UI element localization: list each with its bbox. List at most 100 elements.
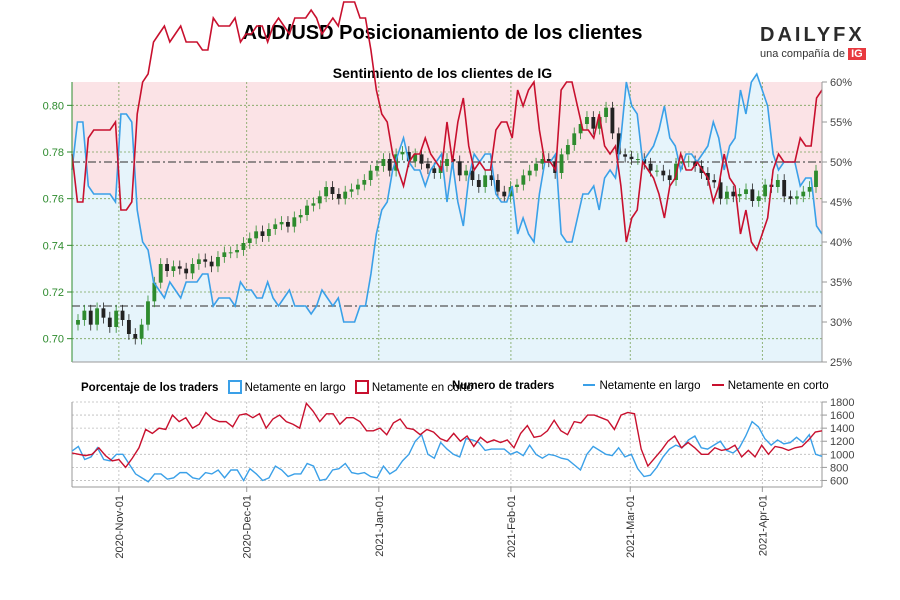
- candle-body: [82, 310, 87, 320]
- count-short-line: [71, 401, 823, 469]
- candle-body: [623, 154, 628, 157]
- candle-body: [324, 187, 329, 197]
- legend-percent: Porcentaje de los traders Netamente en l…: [81, 380, 473, 394]
- candle-body: [432, 168, 437, 173]
- legend-count: Numero de traders Netamente en largo Net…: [452, 380, 829, 392]
- candle-body: [763, 184, 768, 197]
- candle-body: [616, 133, 621, 155]
- candle-body: [216, 257, 220, 267]
- candle-body: [177, 266, 182, 269]
- candle-body: [565, 145, 570, 155]
- candle-body: [445, 159, 449, 166]
- candle-body: [95, 308, 100, 325]
- tick-label-count: 600: [830, 475, 848, 487]
- legend-count-long: Netamente en largo: [599, 380, 701, 392]
- candle-body: [775, 180, 780, 187]
- candle-body: [705, 173, 710, 180]
- tick-label-date: 2021-Mar-01: [625, 495, 637, 558]
- legend-count-short-line: [711, 384, 724, 386]
- candle-body: [597, 117, 602, 129]
- tick-label-count: 800: [830, 462, 848, 474]
- candle-body: [425, 163, 430, 169]
- candle-body: [88, 310, 93, 325]
- tick-label-price: 0.80: [43, 100, 64, 112]
- legend-count-title: Numero de traders: [452, 380, 555, 392]
- candle-body: [279, 222, 284, 225]
- candle-body: [158, 264, 163, 283]
- legend-short-swatch: [354, 380, 369, 394]
- legend-count-long-line: [583, 384, 596, 386]
- candle-body: [502, 191, 507, 197]
- legend-percent-short: Netamente en corto: [371, 382, 473, 394]
- tick-label-percent: 45%: [830, 197, 852, 209]
- candle-body: [750, 189, 755, 201]
- tick-label-price: 0.78: [43, 147, 64, 159]
- tick-label-percent: 60%: [830, 77, 852, 89]
- legend-long-swatch: [227, 380, 242, 394]
- candle-body: [521, 175, 526, 185]
- candle-body: [196, 259, 201, 264]
- candle-body: [744, 189, 748, 194]
- candle-body: [266, 229, 271, 236]
- tick-label-percent: 30%: [830, 317, 852, 329]
- candle-body: [139, 324, 144, 339]
- tick-label-price: 0.76: [43, 194, 64, 206]
- candle-body: [152, 282, 157, 302]
- candle-body: [126, 320, 131, 334]
- candle-body: [254, 231, 259, 239]
- candle-body: [515, 184, 519, 187]
- logo-tagline: una compañía de: [760, 48, 846, 60]
- candle-body: [305, 205, 309, 215]
- candle-body: [718, 182, 723, 199]
- candle-body: [387, 159, 392, 171]
- candle-body: [604, 107, 608, 117]
- candle-body: [317, 196, 322, 204]
- candle-body: [457, 161, 462, 176]
- candle-body: [101, 308, 106, 318]
- candle-body: [190, 264, 195, 274]
- pct-short-line: [71, 1, 823, 252]
- candle-body: [667, 175, 672, 180]
- candle-body: [725, 191, 729, 199]
- tick-label-date: 2020-Nov-01: [114, 495, 126, 559]
- candle-body: [336, 194, 341, 199]
- candle-body: [635, 159, 640, 160]
- candle-body: [801, 191, 806, 197]
- candle-body: [534, 163, 538, 171]
- candle-body: [298, 215, 303, 218]
- tick-label-percent: 50%: [830, 157, 852, 169]
- legend-percent-title: Porcentaje de los traders: [81, 382, 219, 394]
- legend-count-short: Netamente en corto: [727, 380, 829, 392]
- candle-body: [610, 107, 615, 134]
- tick-label-date: 2021-Feb-01: [506, 495, 518, 558]
- candle-body: [578, 124, 583, 134]
- tick-label-percent: 55%: [830, 117, 852, 129]
- candle-body: [495, 180, 500, 192]
- count-long-line: [71, 420, 823, 483]
- candle-body: [375, 166, 379, 171]
- candle-body: [814, 170, 818, 187]
- tick-label-count: 1000: [830, 449, 854, 461]
- candle-body: [406, 152, 411, 162]
- candle-body: [311, 203, 316, 206]
- price-candles: [76, 101, 818, 345]
- candle-body: [343, 191, 348, 199]
- candle-body: [349, 189, 354, 192]
- candle-body: [356, 184, 360, 190]
- candle-body: [782, 180, 787, 197]
- candle-body: [228, 252, 233, 254]
- candle-body: [464, 170, 469, 176]
- tick-label-percent: 25%: [830, 357, 852, 369]
- candle-body: [184, 268, 189, 274]
- candle-body: [171, 266, 176, 271]
- legend-percent-long: Netamente en largo: [244, 382, 346, 394]
- candle-body: [419, 154, 424, 164]
- tick-label-price: 0.72: [43, 287, 64, 299]
- candle-body: [788, 196, 793, 199]
- candle-body: [146, 301, 150, 325]
- candle-body: [362, 180, 367, 185]
- candle-body: [648, 163, 653, 171]
- tick-label-percent: 35%: [830, 277, 852, 289]
- candle-body: [680, 161, 685, 164]
- tick-label-date: 2021-Apr-01: [757, 495, 769, 556]
